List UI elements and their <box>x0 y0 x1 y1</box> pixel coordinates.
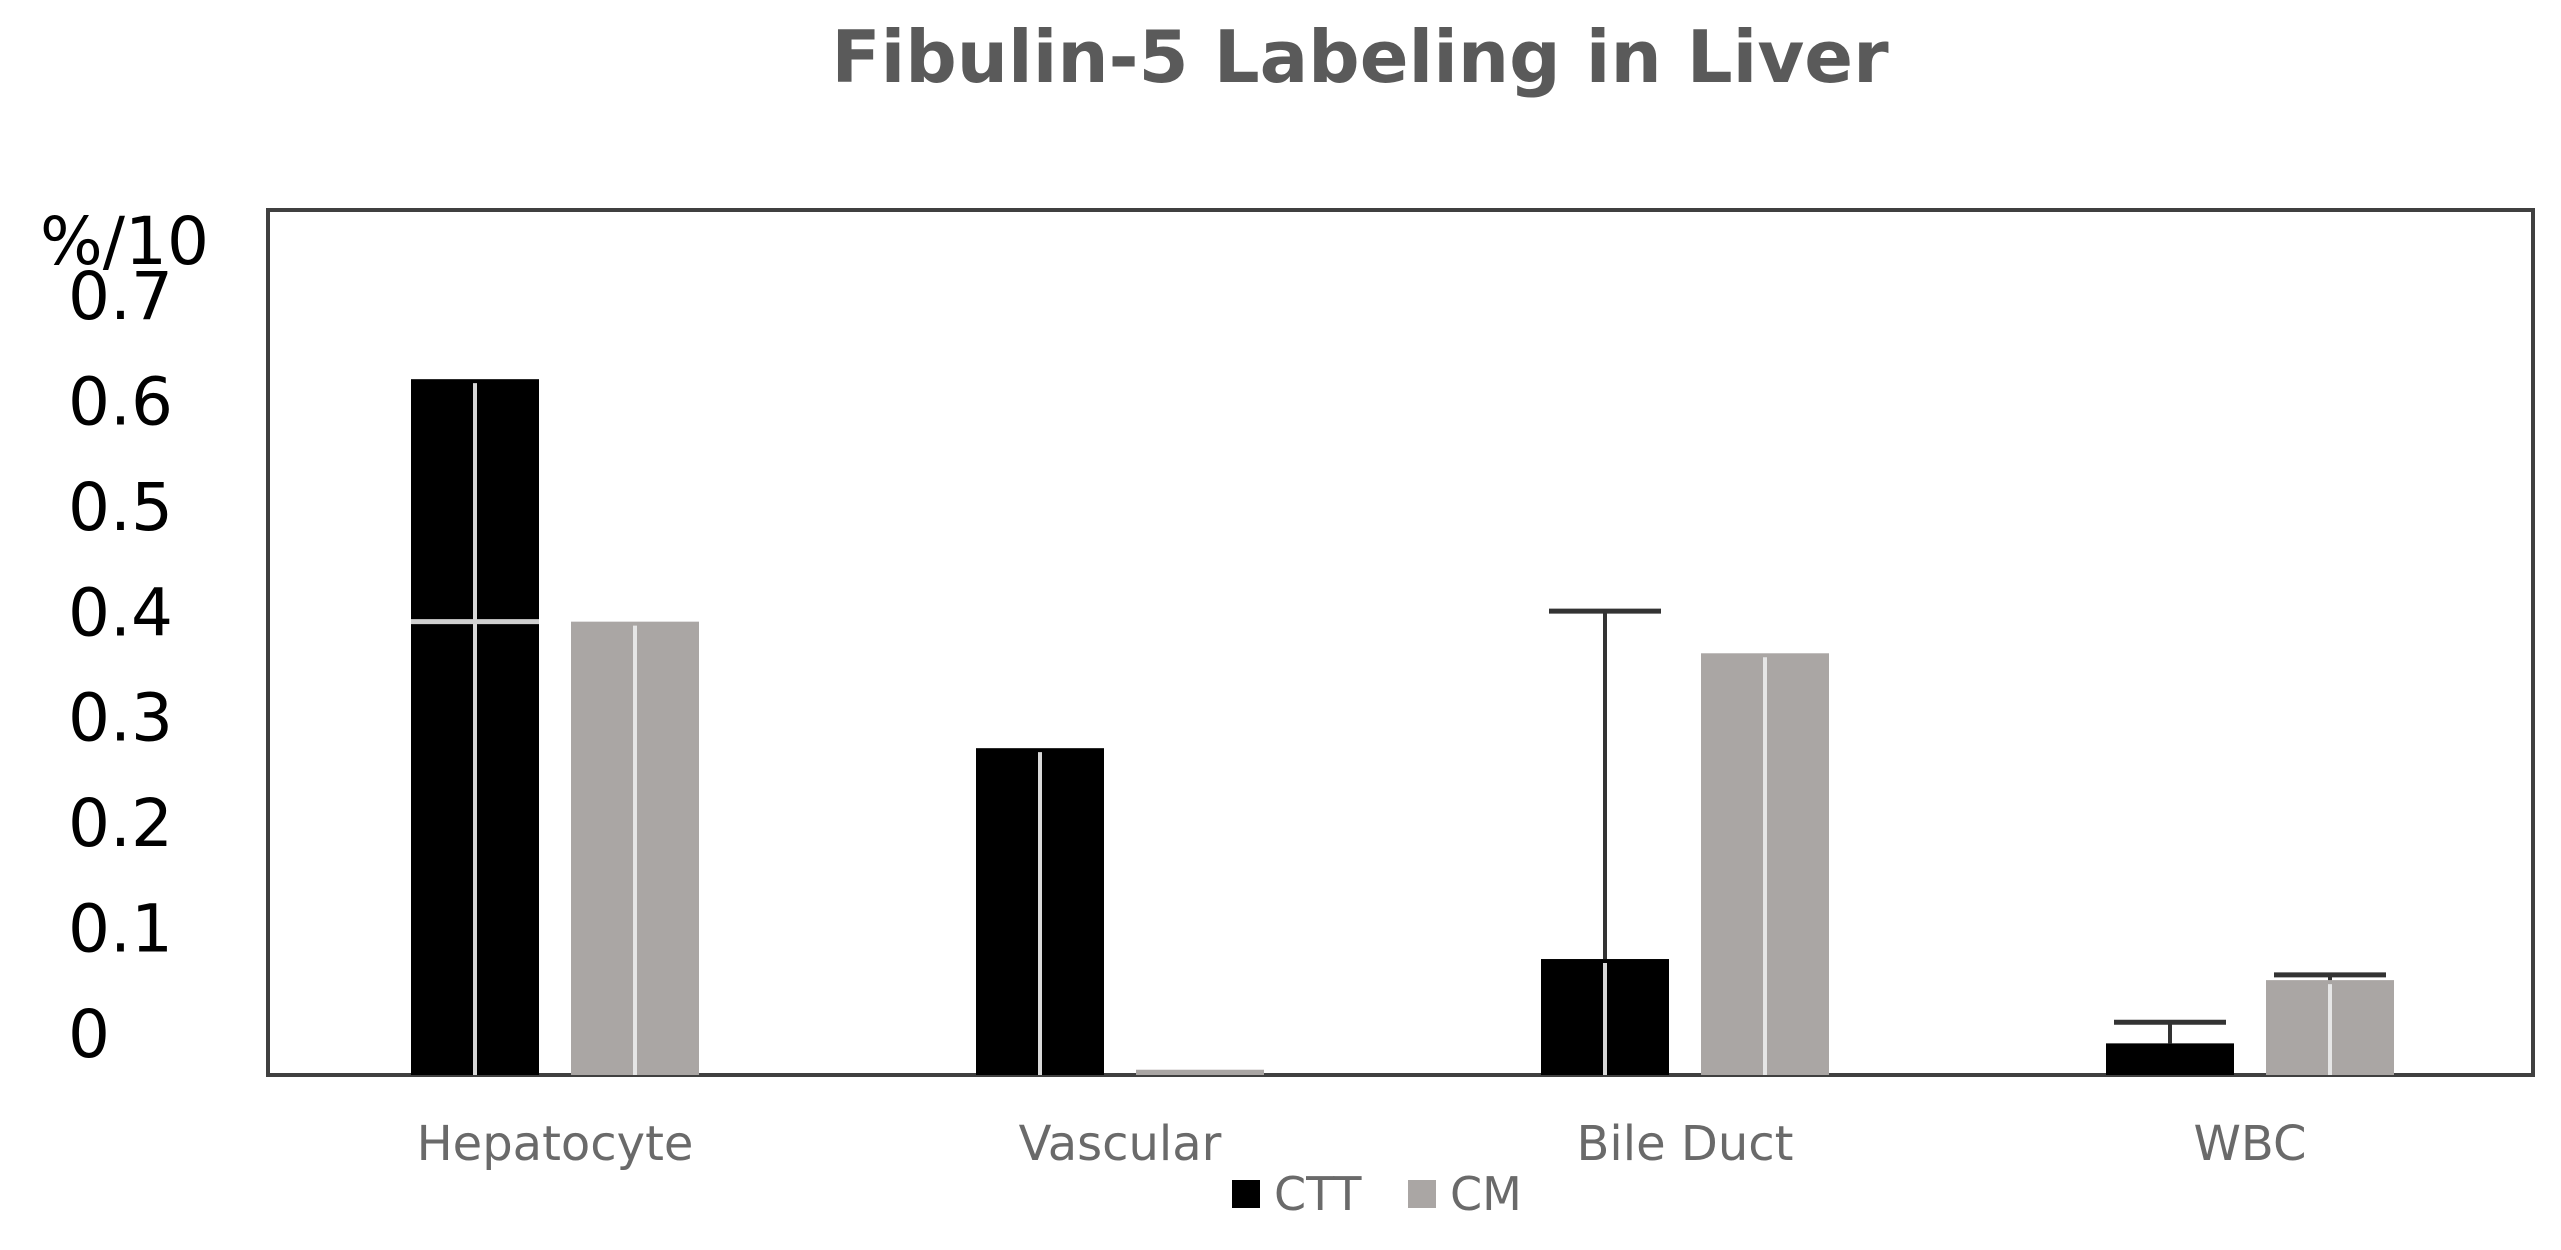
y-tick-label: 0.6 <box>68 363 173 440</box>
x-axis-ticks: Hepatocyte Vascular Bile Duct WBC <box>417 1116 2307 1172</box>
x-tick-label: Hepatocyte <box>417 1116 694 1172</box>
y-axis-ticks: 0 0.1 0.2 0.3 0.4 0.5 0.6 0.7 <box>68 258 173 1073</box>
y-tick-label: 0.3 <box>68 680 173 757</box>
y-tick-label: 0.5 <box>68 469 173 546</box>
y-tick-label: 0.1 <box>68 891 173 968</box>
legend-swatch-ctt <box>1232 1180 1260 1208</box>
legend: CTT CM <box>1232 1167 1522 1221</box>
y-tick-label: 0 <box>68 996 110 1073</box>
y-tick-label: 0.4 <box>68 574 173 651</box>
bars <box>411 379 2394 1076</box>
chart-title: Fibulin-5 Labeling in Liver <box>831 15 1889 99</box>
y-axis-label: %/10 <box>40 203 209 280</box>
bar-ctt-wbc <box>2106 1043 2234 1075</box>
y-tick-label: 0.2 <box>68 785 173 862</box>
legend-swatch-cm <box>1408 1180 1436 1208</box>
bar-cm-vascular <box>1136 1069 1264 1075</box>
x-tick-label: Bile Duct <box>1577 1116 1794 1172</box>
y-tick-label: 0.7 <box>68 258 173 335</box>
legend-label-ctt: CTT <box>1274 1167 1362 1221</box>
plot-area-border <box>266 208 2535 1077</box>
x-tick-label: WBC <box>2193 1116 2306 1172</box>
x-tick-label: Vascular <box>1019 1116 1222 1172</box>
legend-label-cm: CM <box>1450 1167 1522 1221</box>
